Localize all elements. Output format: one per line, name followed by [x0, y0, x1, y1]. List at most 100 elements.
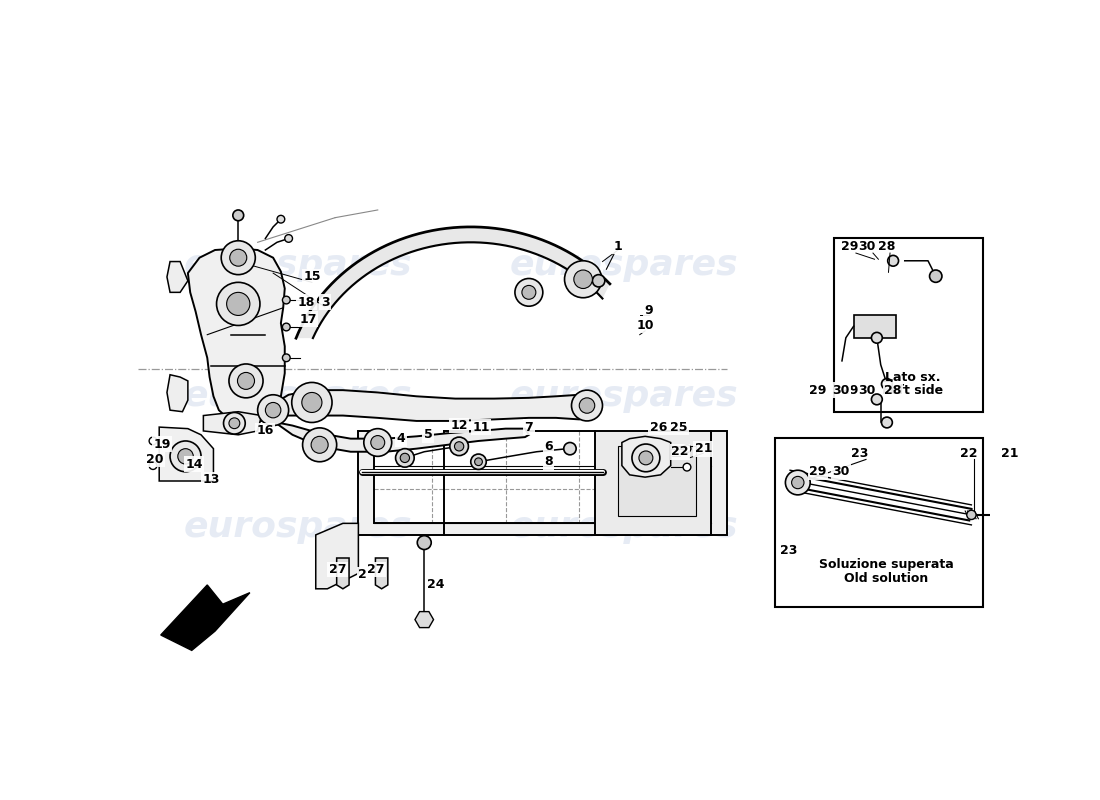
Text: 30: 30 [833, 466, 850, 478]
Circle shape [265, 402, 280, 418]
Text: eurospares: eurospares [509, 248, 738, 282]
Text: 26: 26 [650, 421, 667, 434]
Polygon shape [375, 558, 388, 589]
Text: 28: 28 [878, 241, 895, 254]
Circle shape [683, 463, 691, 471]
Circle shape [229, 364, 263, 398]
Circle shape [221, 241, 255, 274]
Text: 14: 14 [185, 458, 202, 470]
Text: 30: 30 [858, 241, 876, 254]
Text: 17: 17 [299, 313, 317, 326]
Text: 23: 23 [851, 446, 869, 460]
Polygon shape [337, 558, 349, 589]
Text: 11: 11 [472, 421, 490, 434]
Circle shape [257, 394, 288, 426]
Polygon shape [265, 390, 598, 421]
Circle shape [454, 442, 464, 451]
Polygon shape [204, 412, 262, 435]
Text: 22: 22 [960, 446, 978, 460]
Text: eurospares: eurospares [509, 379, 738, 414]
Circle shape [217, 282, 260, 326]
Text: Lato sx.: Lato sx. [884, 371, 940, 384]
Text: 22: 22 [671, 446, 689, 458]
Text: eurospares: eurospares [184, 379, 412, 414]
Circle shape [302, 428, 337, 462]
Text: 12: 12 [450, 419, 468, 432]
Text: 29: 29 [810, 466, 826, 478]
Text: 19: 19 [154, 438, 170, 450]
Circle shape [364, 429, 392, 456]
Text: 29: 29 [842, 241, 858, 254]
Circle shape [888, 255, 899, 266]
Text: 15: 15 [304, 270, 320, 283]
Circle shape [474, 458, 483, 466]
Text: 1: 1 [614, 240, 623, 253]
Circle shape [521, 286, 536, 299]
Text: 5: 5 [424, 428, 432, 442]
Circle shape [881, 378, 892, 390]
Text: 18: 18 [298, 296, 315, 309]
Circle shape [785, 470, 811, 495]
Text: 8: 8 [543, 455, 552, 468]
Circle shape [871, 332, 882, 343]
Text: 9: 9 [645, 303, 653, 317]
Text: 29: 29 [810, 384, 826, 397]
Polygon shape [359, 431, 726, 535]
Text: 27: 27 [329, 563, 346, 576]
Text: Left side: Left side [882, 385, 943, 398]
Text: 13: 13 [202, 473, 220, 486]
Circle shape [871, 394, 882, 405]
Text: 23: 23 [780, 544, 798, 557]
Circle shape [150, 437, 157, 445]
Polygon shape [188, 249, 285, 426]
Text: 27: 27 [367, 563, 385, 576]
Circle shape [371, 435, 385, 450]
Polygon shape [595, 431, 711, 535]
Circle shape [574, 270, 593, 289]
Text: 30: 30 [833, 384, 850, 397]
Text: Old solution: Old solution [844, 571, 928, 585]
Circle shape [283, 296, 290, 304]
Circle shape [229, 418, 240, 429]
Text: 6: 6 [543, 440, 552, 453]
Text: 7: 7 [525, 421, 533, 434]
Bar [854, 314, 896, 338]
Circle shape [564, 261, 602, 298]
Circle shape [417, 536, 431, 550]
Circle shape [396, 449, 415, 467]
Circle shape [227, 292, 250, 315]
Circle shape [572, 390, 603, 421]
Text: 25: 25 [670, 421, 688, 434]
Circle shape [230, 250, 246, 266]
Circle shape [223, 413, 245, 434]
Text: 16: 16 [256, 425, 274, 438]
Circle shape [930, 270, 942, 282]
Polygon shape [316, 523, 359, 589]
Polygon shape [296, 227, 609, 338]
Circle shape [285, 234, 293, 242]
Text: 30: 30 [858, 384, 876, 397]
Circle shape [639, 451, 653, 465]
Polygon shape [160, 427, 213, 481]
Circle shape [150, 462, 157, 470]
Circle shape [881, 417, 892, 428]
Text: Soluzione superata: Soluzione superata [818, 558, 954, 571]
Text: 21: 21 [1001, 446, 1019, 460]
Circle shape [283, 354, 290, 362]
Circle shape [419, 614, 430, 625]
FancyBboxPatch shape [834, 238, 983, 413]
Text: 4: 4 [397, 432, 406, 445]
Circle shape [580, 398, 595, 414]
Text: 2: 2 [358, 569, 366, 582]
Circle shape [277, 215, 285, 223]
Text: eurospares: eurospares [184, 510, 412, 544]
Text: eurospares: eurospares [509, 510, 738, 544]
Circle shape [967, 510, 976, 519]
Polygon shape [161, 585, 250, 650]
Text: 20: 20 [146, 453, 163, 466]
Polygon shape [167, 262, 188, 292]
Circle shape [233, 210, 244, 221]
Polygon shape [415, 611, 433, 628]
Circle shape [400, 454, 409, 462]
Circle shape [178, 449, 194, 464]
